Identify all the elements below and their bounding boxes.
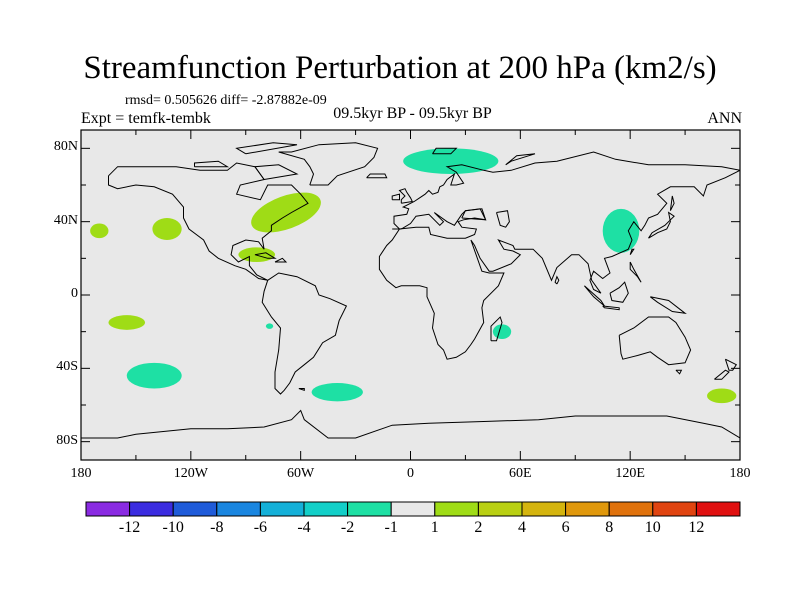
coastline-tasmania: [675, 369, 683, 375]
coastline-new-zealand: [724, 358, 738, 371]
colorbar-label-11: 8: [605, 519, 614, 536]
season-label: ANN: [707, 110, 742, 127]
anomaly-positive-8: [90, 223, 109, 239]
coastline-iceland: [366, 173, 388, 179]
colorbar-label-5: -2: [340, 519, 355, 536]
coastline-cuba: [254, 252, 277, 259]
coastline-black-sea: [461, 208, 487, 221]
coastline-eurasia-africa: [378, 151, 740, 360]
rmsd-diff-stats: rmsd= 0.505626 diff= -2.87882e-09: [125, 93, 327, 108]
colorbar-label-2: -8: [210, 519, 224, 536]
colorbar-label-13: 12: [688, 519, 705, 536]
anomaly-negative-3: [311, 383, 363, 402]
coastline-sri-lanka: [554, 275, 560, 285]
coastline-svalbard: [432, 147, 458, 155]
coastline-madagascar: [490, 316, 503, 342]
anomaly-positive-7: [152, 218, 182, 240]
coastline-new-zealand-south: [714, 369, 730, 380]
coastline-new-guinea: [649, 296, 687, 315]
coastline-philippines: [629, 261, 642, 283]
axis-ticks: [80, 130, 741, 460]
colorbar-label-1: -10: [162, 519, 184, 536]
coastline-caspian-sea: [496, 210, 510, 228]
lon-label-3: 0: [407, 466, 414, 481]
colorbar-label-12: 10: [644, 519, 661, 536]
lon-label-1: 120W: [173, 466, 208, 481]
coastline-layer: [81, 142, 740, 451]
experiment-label: Expt = temfk-tembk: [81, 110, 211, 127]
lon-label-2: 60W: [287, 466, 315, 481]
colorbar-label-9: 4: [518, 519, 526, 536]
coastline-greenland: [278, 142, 379, 186]
coastline-antarctica: [81, 409, 740, 451]
coastline-australia: [618, 316, 692, 366]
colorbar-label-7: 1: [430, 519, 439, 536]
lat-label-2: 0: [71, 286, 78, 301]
anomaly-positive-11: [707, 388, 737, 404]
coastline-borneo: [609, 281, 629, 303]
coastline-baffin-island: [253, 164, 299, 180]
coastline-taiwan: [629, 248, 635, 255]
map-background: [81, 130, 740, 460]
anomaly-positive-10: [108, 315, 146, 330]
coastline-java: [602, 305, 620, 311]
coastline-south-america: [261, 272, 348, 395]
anomaly-negative-2: [126, 362, 182, 389]
coastline-victoria-island: [194, 160, 230, 168]
coastline-hispaniola: [274, 257, 288, 263]
coastline-falklands: [298, 388, 305, 391]
lat-label-0: 80N: [53, 139, 78, 155]
coastline-japan: [648, 211, 675, 239]
anomaly-negative-5: [265, 323, 274, 329]
colorbar-label-8: 2: [474, 519, 483, 536]
coastline-sakhalin: [669, 195, 675, 211]
anomaly-negative-1: [602, 208, 640, 253]
lon-label-6: 180: [729, 466, 751, 481]
coastline-ellesmere-island: [235, 142, 298, 155]
lat-label-3: 40S: [56, 359, 78, 375]
lon-label-5: 120E: [615, 466, 645, 481]
period-label: 09.5kyr BP - 09.5kyr BP: [333, 105, 492, 122]
colorbar-label-6: -1: [384, 519, 398, 536]
colorbar-label-3: -6: [253, 519, 268, 536]
coastline-ireland: [391, 193, 400, 201]
coastline-novaya-zemlya: [505, 153, 536, 166]
anomaly-negative-4: [492, 324, 512, 339]
anomaly-positive-6: [251, 192, 321, 233]
colorbar-label-0: -12: [118, 519, 141, 536]
lon-label-4: 60E: [509, 466, 532, 481]
lon-label-0: 180: [70, 466, 92, 481]
coastline-great-britain: [398, 188, 414, 204]
map-title: Streamfunction Perturbation at 200 hPa (…: [83, 50, 717, 86]
colorbar-label-4: -4: [297, 519, 311, 536]
colorbar-label-10: 6: [561, 519, 570, 536]
lat-label-1: 40N: [53, 212, 78, 228]
lat-label-4: 80S: [56, 432, 78, 448]
